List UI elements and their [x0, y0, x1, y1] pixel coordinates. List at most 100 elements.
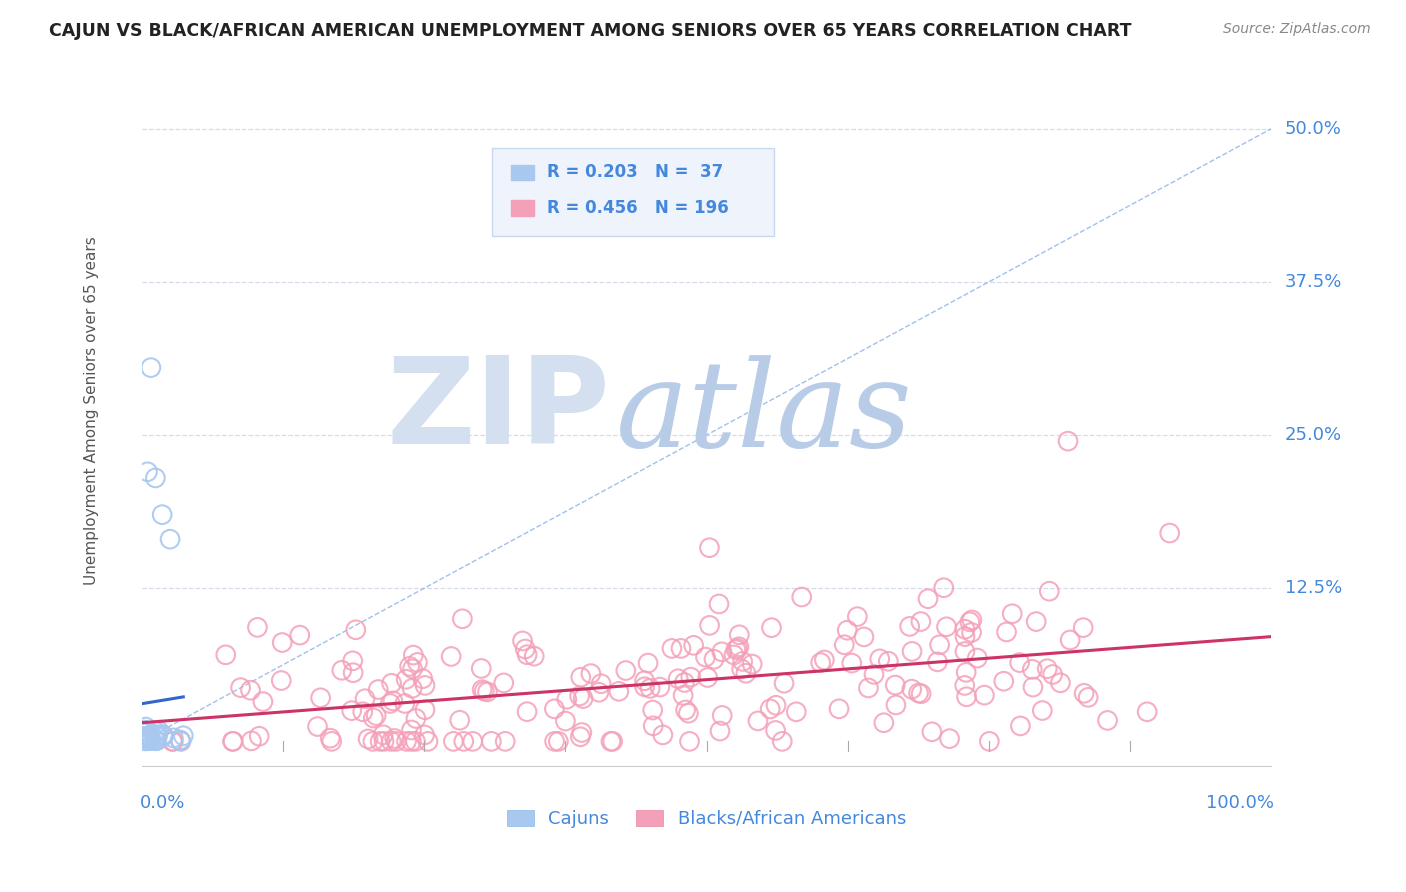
Point: [959, 615, 981, 629]
Point: [406, 656, 429, 670]
Legend: Cajuns, Blacks/African Americans: Cajuns, Blacks/African Americans: [499, 802, 914, 835]
Point: [402, 648, 425, 662]
Point: [747, 714, 769, 728]
Point: [340, 704, 363, 718]
Text: 0.0%: 0.0%: [139, 794, 186, 813]
Point: [569, 670, 592, 684]
Point: [380, 734, 402, 748]
Point: [728, 628, 751, 642]
Point: [591, 677, 613, 691]
Point: [579, 666, 602, 681]
Point: [246, 620, 269, 634]
Point: [863, 667, 886, 681]
Point: [515, 642, 537, 657]
Point: [412, 672, 434, 686]
Point: [385, 734, 408, 748]
Point: [673, 675, 696, 690]
Point: [152, 729, 174, 743]
Point: [215, 648, 238, 662]
Point: [869, 652, 891, 666]
Point: [398, 659, 420, 673]
Point: [146, 728, 169, 742]
Point: [841, 656, 863, 670]
Point: [492, 676, 515, 690]
Point: [877, 654, 900, 668]
Point: [361, 734, 384, 748]
Point: [723, 648, 745, 662]
Point: [600, 734, 623, 748]
Point: [401, 734, 423, 748]
Bar: [512, 165, 533, 180]
Point: [472, 684, 495, 698]
Point: [132, 726, 155, 740]
Point: [139, 733, 162, 747]
Point: [765, 698, 787, 713]
Point: [910, 615, 932, 629]
Point: [834, 638, 856, 652]
Point: [381, 694, 404, 708]
Point: [145, 733, 167, 747]
Point: [547, 734, 569, 748]
Point: [413, 703, 436, 717]
Point: [927, 655, 949, 669]
Point: [953, 630, 976, 644]
Point: [352, 705, 374, 719]
Point: [730, 662, 752, 676]
Point: [252, 695, 274, 709]
Point: [813, 653, 835, 667]
Point: [953, 644, 976, 658]
Point: [441, 734, 464, 748]
Point: [1022, 680, 1045, 694]
Point: [135, 731, 157, 745]
FancyBboxPatch shape: [492, 147, 775, 236]
Point: [395, 673, 418, 687]
Point: [309, 690, 332, 705]
Point: [394, 697, 416, 711]
Text: Unemployment Among Seniors over 65 years: Unemployment Among Seniors over 65 years: [83, 236, 98, 585]
Point: [1031, 704, 1053, 718]
Point: [221, 734, 243, 748]
Point: [765, 723, 787, 738]
Point: [995, 624, 1018, 639]
Point: [672, 689, 695, 703]
Point: [152, 729, 174, 743]
Point: [588, 685, 610, 699]
Point: [569, 730, 592, 744]
Point: [1059, 632, 1081, 647]
Point: [960, 613, 983, 627]
Point: [993, 674, 1015, 689]
Point: [917, 591, 939, 606]
Point: [727, 641, 749, 656]
Point: [373, 734, 395, 748]
Point: [146, 729, 169, 743]
Point: [932, 581, 955, 595]
Point: [669, 641, 692, 656]
Point: [973, 688, 995, 702]
Point: [136, 729, 159, 743]
Point: [637, 656, 659, 670]
Point: [759, 702, 782, 716]
Point: [342, 665, 364, 680]
Point: [901, 644, 924, 658]
Point: [229, 681, 252, 695]
Bar: [512, 200, 533, 216]
Point: [363, 711, 385, 725]
Point: [675, 703, 697, 717]
Point: [404, 734, 426, 748]
Point: [516, 705, 538, 719]
Point: [162, 731, 184, 745]
Point: [1008, 656, 1031, 670]
Point: [413, 678, 436, 692]
Point: [366, 708, 388, 723]
Point: [614, 664, 637, 678]
Point: [134, 723, 156, 737]
Point: [342, 654, 364, 668]
Point: [413, 728, 436, 742]
Point: [461, 734, 484, 748]
Point: [381, 676, 404, 690]
Point: [724, 642, 747, 657]
Point: [150, 508, 173, 522]
Text: atlas: atlas: [616, 355, 912, 473]
Point: [145, 733, 167, 747]
Point: [367, 682, 389, 697]
